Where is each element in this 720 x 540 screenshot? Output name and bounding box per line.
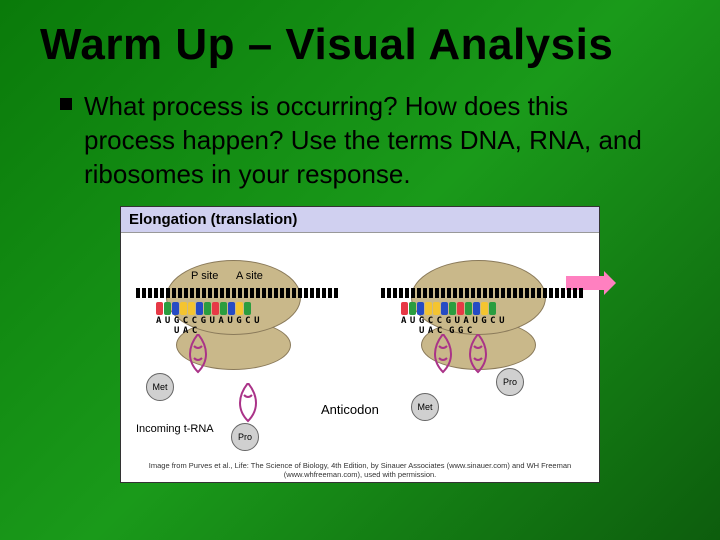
diagram-title: Elongation (translation) bbox=[121, 207, 599, 233]
trna-p-site bbox=[431, 334, 455, 376]
a-site-label: A site bbox=[236, 270, 263, 282]
image-attribution: Image from Purves et al., Life: The Scie… bbox=[121, 458, 599, 482]
incoming-trna-label: Incoming t-RNA bbox=[136, 423, 214, 435]
bullet-item: What process is occurring? How does this… bbox=[60, 90, 660, 191]
incoming-trna bbox=[236, 383, 260, 425]
slide-title: Warm Up – Visual Analysis bbox=[0, 0, 720, 80]
bullet-section: What process is occurring? How does this… bbox=[0, 80, 720, 191]
codon-row bbox=[401, 302, 496, 315]
translation-diagram: Elongation (translation) P site A site A… bbox=[120, 206, 600, 483]
mrna-strand bbox=[136, 288, 356, 302]
bullet-text: What process is occurring? How does this… bbox=[84, 90, 660, 191]
codon-letters: AUGCCGUAUGCU bbox=[156, 316, 263, 326]
diagram-body: P site A site AUGCCGUAUGCU UAC Met Pro A… bbox=[121, 233, 599, 458]
met-amino-acid: Met bbox=[411, 393, 439, 421]
met-amino-acid: Met bbox=[146, 373, 174, 401]
codon-letters: AUGCCGUAUGCU bbox=[401, 316, 508, 326]
codon-row bbox=[156, 302, 251, 315]
anticodon-label: Anticodon bbox=[321, 403, 379, 417]
ribosome-panel-left: P site A site AUGCCGUAUGCU UAC Met Pro bbox=[136, 238, 356, 418]
pro-amino-acid: Pro bbox=[231, 423, 259, 451]
trna-a-site bbox=[466, 334, 490, 376]
mrna-strand bbox=[381, 288, 601, 302]
trna-p-site bbox=[186, 334, 210, 376]
ribosome-panel-right: AUGCCGUAUGCU UAC GGC Met Pro bbox=[381, 238, 601, 418]
pro-amino-acid: Pro bbox=[496, 368, 524, 396]
p-site-label: P site bbox=[191, 270, 218, 282]
bullet-marker-icon bbox=[60, 98, 72, 110]
